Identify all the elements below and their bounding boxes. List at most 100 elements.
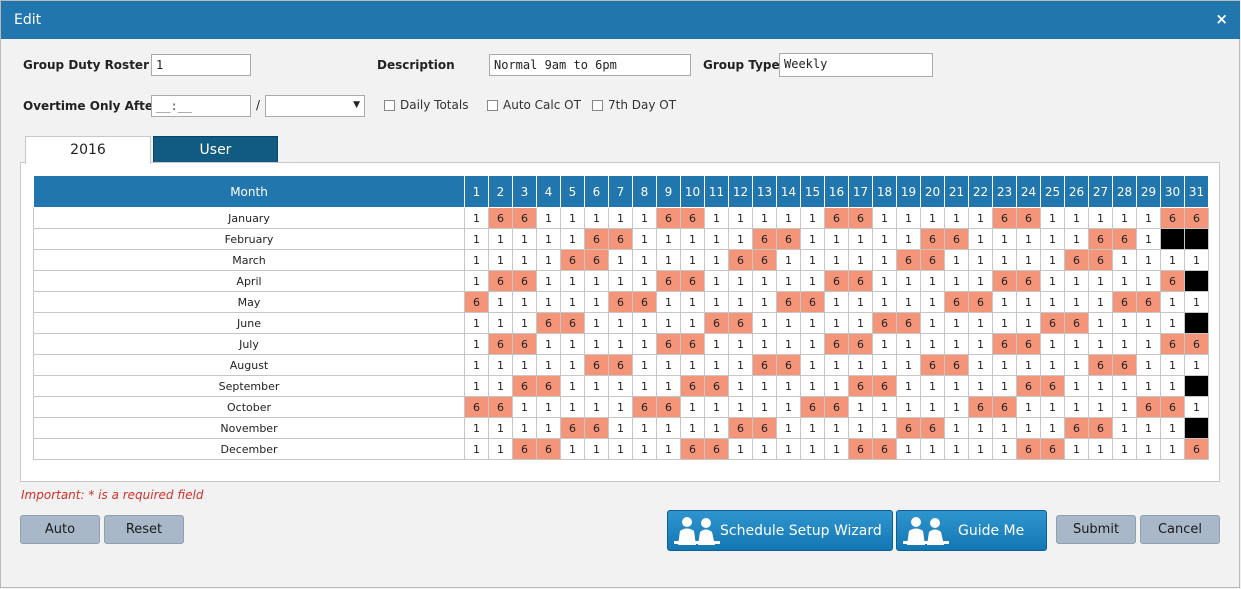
day-cell[interactable]: 1	[1016, 417, 1041, 439]
day-cell[interactable]: 6	[752, 249, 777, 271]
day-cell[interactable]: 1	[824, 438, 849, 460]
day-cell[interactable]: 1	[656, 312, 681, 334]
day-cell[interactable]: 1	[776, 396, 801, 418]
day-cell[interactable]: 1	[1160, 438, 1185, 460]
day-cell[interactable]: 1	[584, 291, 609, 313]
day-cell[interactable]: 1	[1112, 375, 1137, 397]
day-cell[interactable]: 1	[728, 375, 753, 397]
day-cell[interactable]: 1	[1016, 354, 1041, 376]
day-cell[interactable]: 1	[560, 228, 585, 250]
day-cell[interactable]: 6	[896, 312, 921, 334]
day-cell[interactable]: 1	[824, 354, 849, 376]
day-cell[interactable]: 1	[1160, 417, 1185, 439]
day-cell[interactable]: 1	[512, 312, 537, 334]
day-cell[interactable]: 1	[1064, 438, 1089, 460]
day-cell[interactable]: 1	[800, 228, 825, 250]
day-cell[interactable]: 6	[512, 270, 537, 292]
day-cell[interactable]: 1	[1064, 396, 1089, 418]
day-cell[interactable]: 1	[1040, 228, 1065, 250]
day-cell[interactable]: 1	[1040, 270, 1065, 292]
day-cell[interactable]: 6	[848, 375, 873, 397]
day-cell[interactable]: 1	[728, 207, 753, 229]
day-cell[interactable]: 1	[752, 312, 777, 334]
day-cell[interactable]: 1	[992, 438, 1017, 460]
day-cell[interactable]: 1	[800, 270, 825, 292]
day-cell[interactable]: 6	[680, 438, 705, 460]
day-cell[interactable]: 1	[752, 396, 777, 418]
day-cell[interactable]: 6	[872, 312, 897, 334]
day-cell[interactable]: 1	[776, 249, 801, 271]
day-cell[interactable]: 1	[680, 228, 705, 250]
day-cell[interactable]: 6	[848, 207, 873, 229]
day-cell[interactable]: 1	[1136, 207, 1161, 229]
day-cell[interactable]: 1	[992, 291, 1017, 313]
day-cell[interactable]: 1	[584, 438, 609, 460]
day-cell[interactable]: 6	[488, 396, 513, 418]
day-cell[interactable]: 1	[1088, 333, 1113, 355]
day-cell[interactable]: 1	[728, 333, 753, 355]
day-cell[interactable]: 6	[944, 228, 969, 250]
day-cell[interactable]: 1	[992, 417, 1017, 439]
day-cell[interactable]: 6	[704, 375, 729, 397]
day-cell[interactable]: 1	[1112, 333, 1137, 355]
submit-button[interactable]: Submit	[1056, 515, 1136, 544]
day-cell[interactable]: 6	[824, 396, 849, 418]
day-cell[interactable]: 1	[464, 228, 489, 250]
day-cell[interactable]: 6	[896, 249, 921, 271]
day-cell[interactable]: 6	[896, 417, 921, 439]
day-cell[interactable]: 1	[608, 417, 633, 439]
day-cell[interactable]: 1	[536, 417, 561, 439]
day-cell[interactable]: 1	[608, 438, 633, 460]
day-cell[interactable]: 6	[1112, 354, 1137, 376]
day-cell[interactable]: 6	[992, 270, 1017, 292]
day-cell[interactable]: 6	[1016, 438, 1041, 460]
day-cell[interactable]: 6	[512, 207, 537, 229]
day-cell[interactable]: 1	[488, 312, 513, 334]
day-cell[interactable]: 6	[608, 354, 633, 376]
day-cell[interactable]: 1	[944, 375, 969, 397]
day-cell[interactable]: 1	[1136, 333, 1161, 355]
day-cell[interactable]: 1	[704, 228, 729, 250]
day-cell[interactable]: 1	[488, 354, 513, 376]
day-cell[interactable]: 1	[968, 354, 993, 376]
day-cell[interactable]: 1	[608, 396, 633, 418]
day-cell[interactable]: 6	[872, 375, 897, 397]
day-cell[interactable]: 1	[800, 249, 825, 271]
day-cell[interactable]: 1	[968, 438, 993, 460]
overtime-time-input[interactable]: __:__	[151, 95, 251, 117]
day-cell[interactable]: 1	[776, 312, 801, 334]
day-cell[interactable]: 6	[872, 438, 897, 460]
day-cell[interactable]: 1	[536, 207, 561, 229]
day-cell[interactable]: 1	[1064, 354, 1089, 376]
day-cell[interactable]: 1	[656, 354, 681, 376]
guide-me-button[interactable]: Guide Me	[896, 510, 1047, 551]
day-cell[interactable]: 6	[1184, 438, 1209, 460]
day-cell[interactable]: 1	[800, 375, 825, 397]
day-cell[interactable]: 6	[584, 249, 609, 271]
day-cell[interactable]: 1	[1040, 354, 1065, 376]
day-cell[interactable]: 6	[536, 375, 561, 397]
day-cell[interactable]: 1	[512, 417, 537, 439]
day-cell[interactable]: 1	[560, 375, 585, 397]
day-cell[interactable]: 1	[536, 291, 561, 313]
day-cell[interactable]: 1	[968, 249, 993, 271]
day-cell[interactable]: 1	[488, 375, 513, 397]
day-cell[interactable]: 1	[968, 207, 993, 229]
day-cell[interactable]: 6	[1088, 228, 1113, 250]
day-cell[interactable]: 6	[704, 312, 729, 334]
day-cell[interactable]: 1	[1040, 396, 1065, 418]
day-cell[interactable]: 1	[464, 354, 489, 376]
day-cell[interactable]: 1	[920, 270, 945, 292]
day-cell[interactable]: 1	[656, 417, 681, 439]
day-cell[interactable]: 1	[632, 354, 657, 376]
day-cell[interactable]: 1	[896, 396, 921, 418]
checkbox-box[interactable]	[384, 99, 395, 111]
day-cell[interactable]: 1	[1040, 417, 1065, 439]
day-cell[interactable]: 1	[848, 354, 873, 376]
day-cell[interactable]: 1	[968, 333, 993, 355]
day-cell[interactable]: 6	[752, 354, 777, 376]
day-cell[interactable]: 1	[680, 417, 705, 439]
day-cell[interactable]: 1	[464, 417, 489, 439]
day-cell[interactable]: 1	[608, 312, 633, 334]
tab-user[interactable]: User	[153, 136, 278, 163]
